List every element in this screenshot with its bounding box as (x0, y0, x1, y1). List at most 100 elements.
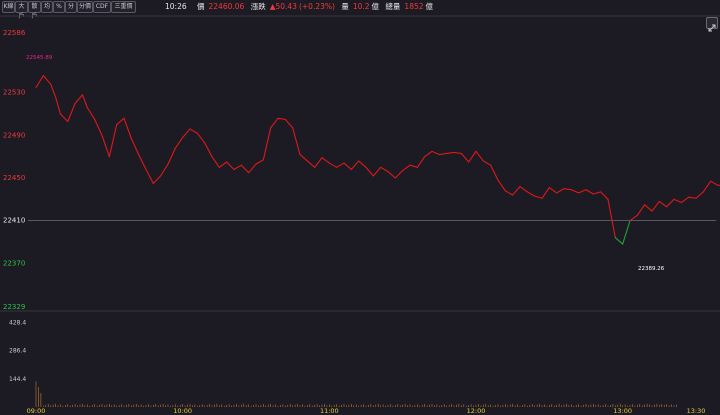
kline-button[interactable]: K線 (2, 1, 15, 13)
price-segment (688, 196, 697, 199)
price-segment (607, 198, 616, 239)
price-segment (350, 160, 360, 171)
price-segment (482, 160, 492, 166)
price-segment (196, 132, 206, 144)
price-segment (59, 113, 69, 123)
retail-button[interactable]: 散戶 (28, 1, 41, 20)
time-tick-label: 11:00 (320, 407, 339, 415)
price-tick-label: 22410 (3, 217, 25, 225)
price-tick-label: 22370 (3, 259, 25, 267)
time-tick-label: 12:00 (467, 407, 486, 415)
volume-tick-label: 144.4 (9, 376, 26, 383)
price-segment (702, 180, 712, 193)
price-segment (365, 166, 374, 177)
time-tick-label: 09:00 (27, 407, 46, 415)
price-segment (226, 161, 235, 171)
price-segment (314, 157, 323, 168)
price-segment (416, 156, 426, 168)
price-segment (556, 188, 565, 194)
price-tick-label: 22530 (3, 89, 25, 97)
price-segment (152, 175, 162, 184)
up-arrow-icon: ▲ (269, 2, 276, 11)
price-segment (50, 83, 57, 98)
price-segment (277, 117, 286, 120)
price-segment (475, 150, 484, 162)
price-segment (189, 128, 198, 134)
price-segment (409, 164, 418, 168)
price-segment (614, 237, 624, 245)
price-segment (86, 107, 96, 120)
time-axis: 09:00 10:00 11:00 12:00 13:00 13:30 (27, 407, 706, 415)
triple-price-button[interactable]: 三重價 (111, 1, 136, 13)
price-distribution-button[interactable]: 分價 (77, 1, 93, 13)
price-segment (328, 162, 338, 168)
quote-strip: 10:26 價 22460.06 漲跌 ▲50.43 (+0.23%) 量 10.2 億 … (165, 0, 437, 14)
price-segment (673, 198, 682, 204)
price-segment (460, 152, 470, 163)
price-segment (343, 162, 352, 171)
price-segment (680, 196, 690, 204)
average-button[interactable]: 均 (41, 1, 53, 13)
price-value: 22460.06 (208, 2, 245, 11)
price-segment (644, 204, 653, 212)
price-segment (101, 134, 110, 158)
price-segment (424, 150, 433, 158)
price-segment (651, 200, 660, 212)
price-segment (666, 198, 675, 208)
time-tick-label: 13:30 (687, 407, 706, 415)
percent-button[interactable]: % (53, 1, 65, 13)
price-segment (578, 189, 587, 194)
time-tick-label: 13:00 (613, 407, 632, 415)
total-volume-unit: 億 (425, 2, 434, 11)
volume-tick-label: 286.4 (9, 348, 26, 355)
change-label: 漲跌 (250, 2, 266, 11)
price-segment (358, 160, 367, 168)
volume-bars (35, 381, 677, 407)
price-segment (321, 157, 330, 164)
price-segment (167, 147, 176, 165)
low-price-label: 22389.26 (638, 266, 665, 272)
price-tick-label: 22329 (3, 303, 25, 311)
price-segment (94, 118, 103, 136)
price-segment (438, 152, 448, 156)
change-percent: (+0.23%) (298, 2, 335, 11)
volume-label: 量 (341, 2, 349, 11)
price-segment (233, 164, 242, 171)
price-segment (504, 190, 514, 196)
big-holder-button[interactable]: 大戶 (15, 1, 28, 20)
price-tick-label: 22586 (3, 29, 26, 37)
price-segment (570, 189, 580, 194)
price-segment (35, 75, 44, 88)
expand-arrows-icon[interactable] (706, 17, 718, 32)
price-segment (306, 160, 316, 168)
volume-tick-label: 428.4 (9, 320, 26, 327)
price-segment (218, 161, 228, 168)
price-segment (658, 200, 668, 208)
price-segment (431, 150, 440, 156)
price-segment (468, 150, 477, 163)
price-segment (55, 96, 61, 115)
price-segment (123, 117, 132, 140)
price-segment (629, 214, 638, 222)
price-segment (67, 102, 76, 123)
price-segment (255, 159, 264, 165)
cdf-button[interactable]: CDF (93, 1, 111, 13)
price-segment (81, 94, 88, 109)
price-segment (204, 142, 213, 158)
minute-button[interactable]: 分 (65, 1, 77, 13)
price-segment (453, 151, 462, 155)
price-segment (145, 168, 154, 184)
top-toolbar: K線 大戶 散戶 均 % 分 分價 CDF 三重價 10:26 價 22460.0… (0, 0, 720, 20)
price-segment (402, 164, 411, 172)
price-segment (387, 171, 396, 179)
chart-grid (0, 15, 720, 312)
price-segment (174, 136, 184, 149)
price-tick-label: 22450 (3, 174, 25, 182)
price-segment (138, 153, 147, 171)
price-segment (600, 191, 609, 200)
volume-axis: 428.4 286.4 144.4 (9, 320, 26, 383)
price-segment (42, 75, 52, 85)
price-line (35, 75, 720, 245)
price-segment (108, 124, 118, 158)
